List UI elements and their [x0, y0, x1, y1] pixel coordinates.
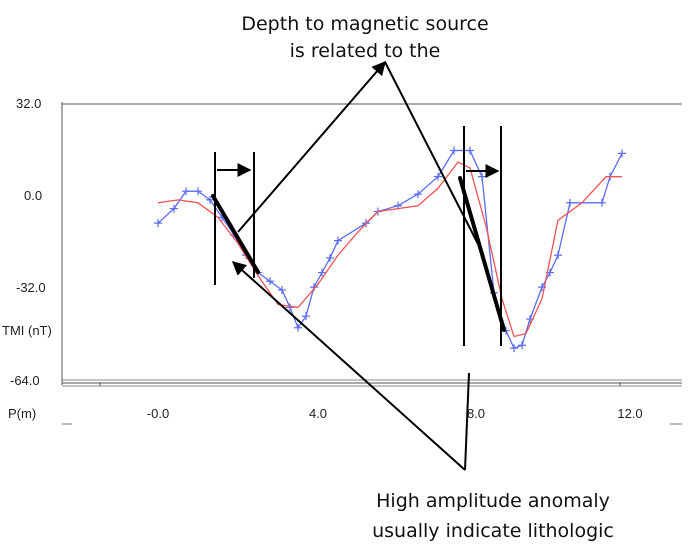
- y-tick-label: -64.0: [10, 373, 40, 388]
- observed-point-marker: [278, 286, 286, 294]
- y-tick-label: 0.0: [24, 188, 42, 203]
- observed-point-marker: [554, 251, 562, 260]
- observed-point-marker: [334, 236, 342, 245]
- observed-point-marker: [434, 172, 442, 181]
- right-bracket-annotation: [463, 126, 502, 346]
- observed-point-marker: [266, 277, 274, 286]
- observed-point-marker: [510, 344, 518, 353]
- x-tick-label: 8.0: [467, 406, 485, 421]
- observed-point-marker: [170, 204, 178, 213]
- x-tick-label: 4.0: [309, 406, 327, 421]
- observed-point-marker: [154, 219, 162, 228]
- annotation-note-line-2: usually indicate lithologic: [372, 520, 614, 542]
- observed-point-marker: [598, 198, 606, 207]
- axes-frame: [61, 102, 682, 387]
- x-tick-label: -0.0: [147, 406, 169, 421]
- chart-title-line-1: Depth to magnetic source: [241, 13, 488, 35]
- observed-point-marker: [286, 303, 294, 312]
- observed-point-marker: [206, 195, 214, 204]
- observed-point-marker: [194, 187, 202, 196]
- observed-point-marker: [318, 268, 326, 277]
- observed-point-marker: [618, 149, 626, 158]
- observed-point-marker: [326, 254, 334, 263]
- series-layer: [154, 146, 626, 353]
- y-axis-label: TMI (nT): [2, 323, 52, 338]
- observed-point-marker: [294, 323, 302, 332]
- observed-point-marker: [310, 283, 318, 292]
- x-tick-label: 12.0: [617, 406, 642, 421]
- y-tick-label: -32.0: [16, 280, 46, 295]
- observed-point-marker: [566, 198, 574, 207]
- observed-point-marker: [478, 172, 486, 181]
- pointer-arrows: [231, 60, 479, 471]
- observed-point-marker: [450, 146, 458, 155]
- observed-point-marker: [414, 190, 422, 199]
- slope-lines: [211, 176, 506, 332]
- x-axis-label: P(m): [8, 406, 36, 421]
- observed-point-marker: [466, 146, 474, 155]
- chart-title-line-2: is related to the: [290, 40, 441, 62]
- observed-point-marker: [182, 187, 190, 196]
- observed-point-marker: [302, 312, 310, 321]
- model-curve: [157, 161, 622, 338]
- left-bracket-annotation: [214, 152, 255, 285]
- annotation-note-line-1: High amplitude anomaly: [376, 490, 610, 512]
- y-tick-label: 32.0: [16, 96, 41, 111]
- observed-point-marker: [518, 341, 526, 350]
